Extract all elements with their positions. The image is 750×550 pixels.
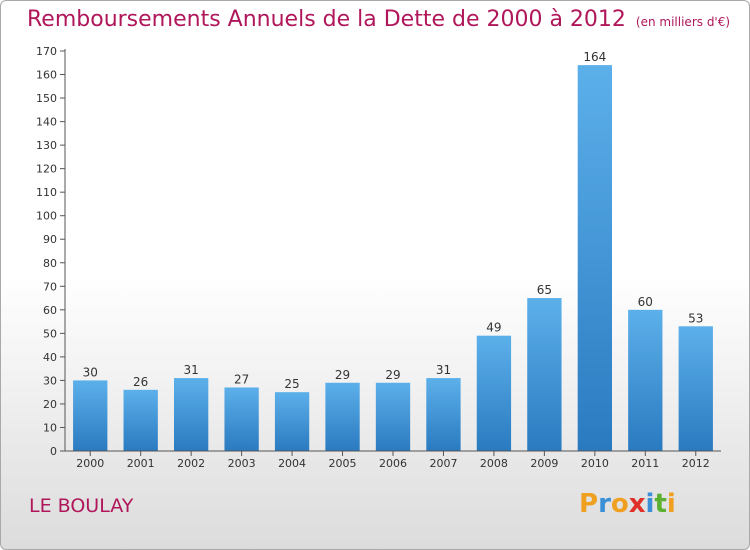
y-tick-label: 140 [36, 116, 57, 129]
bar [527, 298, 562, 451]
bar [173, 378, 209, 451]
chart-title-text: Remboursements Annuels de la Dette de 20… [27, 7, 626, 32]
y-tick-label: 90 [43, 233, 57, 246]
y-tick-label: 60 [43, 304, 57, 317]
bar-value-label: 31 [436, 363, 451, 377]
bar-value-label: 30 [83, 365, 98, 379]
bar [426, 378, 461, 451]
y-tick-label: 20 [43, 398, 57, 411]
logo-letter: i [666, 489, 676, 519]
x-tick-label: 2012 [682, 457, 710, 470]
y-tick-label: 120 [36, 163, 57, 176]
y-tick-label: 50 [43, 327, 57, 340]
x-tick-label: 2007 [429, 457, 457, 470]
x-tick-label: 2010 [581, 457, 609, 470]
bar [678, 326, 713, 451]
logo-letter: P [579, 489, 599, 519]
y-tick-label: 170 [36, 45, 57, 58]
y-tick-label: 130 [36, 139, 57, 152]
y-tick-label: 0 [50, 445, 57, 458]
y-tick-label: 100 [36, 210, 57, 223]
commune-name: LE BOULAY [29, 495, 134, 517]
x-tick-label: 2000 [76, 457, 104, 470]
x-tick-label: 2009 [530, 457, 558, 470]
bar-value-label: 53 [688, 311, 703, 325]
logo-letter: i [645, 489, 655, 519]
y-tick-label: 160 [36, 69, 57, 82]
bar-value-label: 29 [385, 368, 400, 382]
chart-title: Remboursements Annuels de la Dette de 20… [27, 7, 730, 32]
bar-value-label: 25 [284, 377, 299, 391]
x-tick-label: 2011 [631, 457, 659, 470]
bar [628, 309, 663, 451]
bar-value-label: 65 [537, 283, 552, 297]
bar-value-label: 26 [133, 375, 148, 389]
x-tick-label: 2005 [329, 457, 357, 470]
bar-value-label: 60 [638, 295, 653, 309]
bar [375, 382, 411, 451]
bar [577, 65, 613, 451]
bar [325, 382, 360, 451]
bar-value-label: 29 [335, 368, 350, 382]
y-tick-label: 40 [43, 351, 57, 364]
y-tick-label: 110 [36, 186, 57, 199]
x-tick-label: 2001 [127, 457, 155, 470]
unit-note: (en milliers d'€) [635, 15, 731, 29]
bar-value-label: 27 [234, 372, 249, 386]
bar-value-label: 164 [583, 50, 606, 64]
logo-letter: x [628, 489, 646, 519]
x-tick-label: 2003 [228, 457, 256, 470]
y-tick-label: 150 [36, 92, 57, 105]
bar [224, 387, 259, 451]
bar [123, 389, 158, 451]
logo-letter: r [598, 489, 611, 519]
bar [476, 335, 512, 451]
x-tick-label: 2004 [278, 457, 306, 470]
logo-letter: o [610, 489, 629, 519]
bar-value-label: 49 [486, 321, 501, 335]
proxiti-logo: Proxiti [579, 489, 676, 519]
logo-letter: t [654, 489, 667, 519]
x-tick-label: 2008 [480, 457, 508, 470]
y-tick-label: 70 [43, 280, 57, 293]
bar [274, 392, 310, 451]
y-tick-label: 30 [43, 374, 57, 387]
bar-value-label: 31 [184, 363, 199, 377]
y-tick-label: 80 [43, 257, 57, 270]
bar [73, 380, 108, 451]
x-tick-label: 2002 [177, 457, 205, 470]
y-tick-label: 10 [43, 421, 57, 434]
x-tick-label: 2006 [379, 457, 407, 470]
